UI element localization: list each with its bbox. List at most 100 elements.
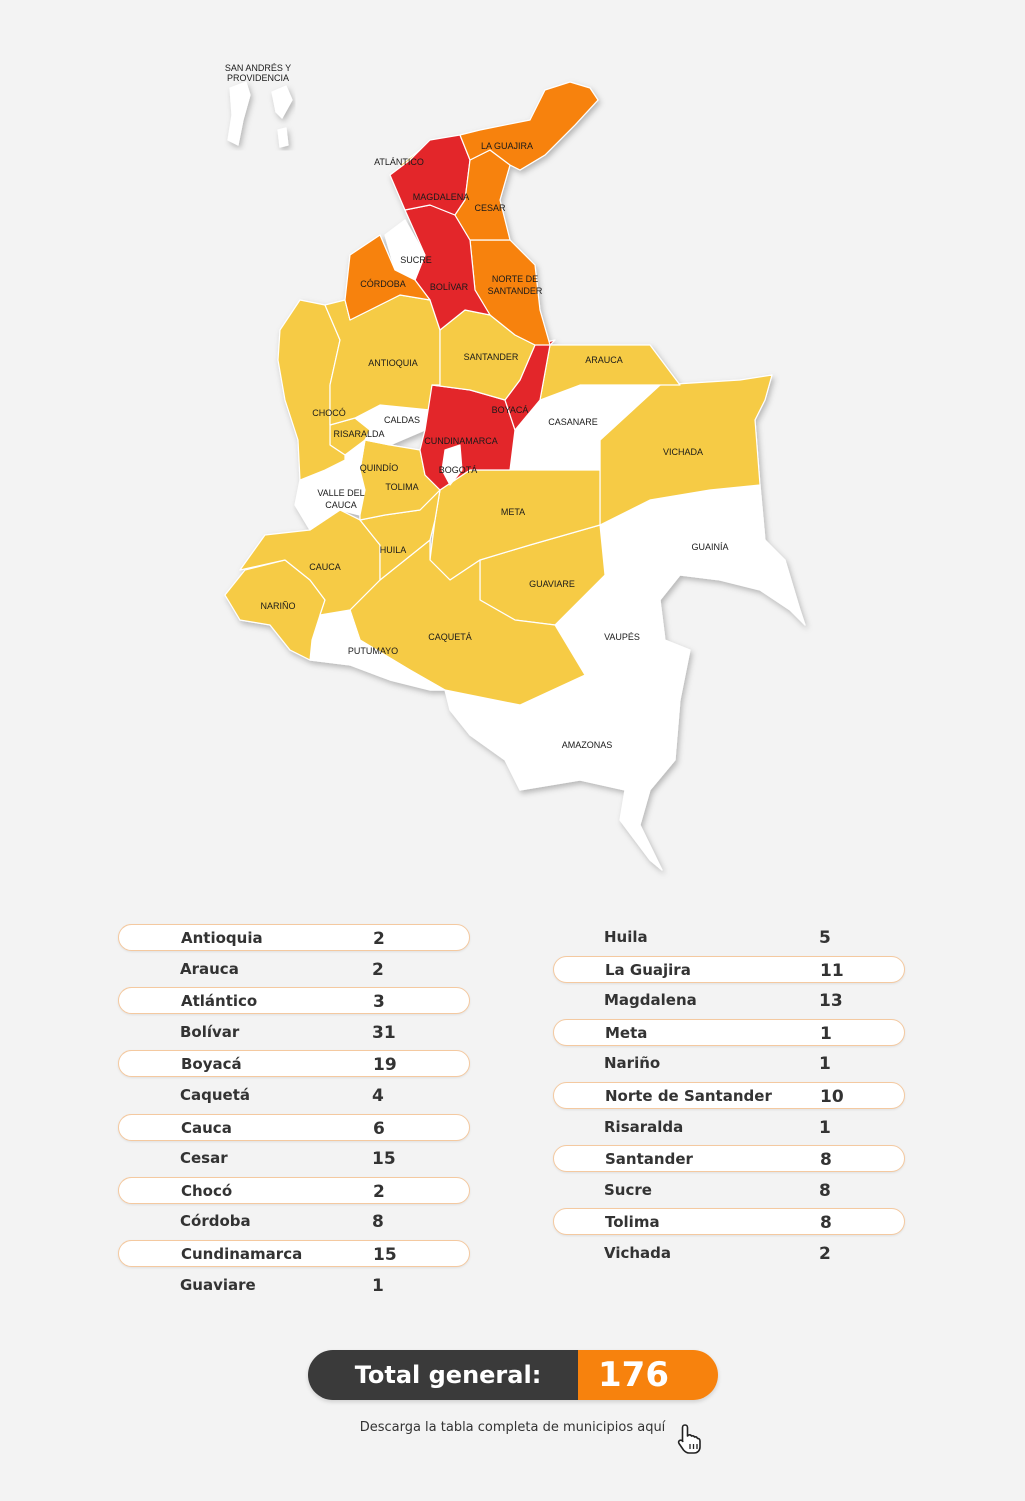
- row-name: Bolívar: [180, 1022, 240, 1041]
- label-la-guajira: LA GUAJIRA: [481, 141, 533, 151]
- table-row: Risaralda 1: [553, 1114, 905, 1141]
- row-value: 11: [820, 960, 844, 981]
- label-valle-1: VALLE DEL: [317, 488, 364, 498]
- row-name: Nariño: [604, 1054, 661, 1073]
- table-left: Antioquia 2 Arauca 2 Atlántico 3 Bolívar 31 …: [118, 924, 470, 1303]
- label-cauca: CAUCA: [309, 562, 341, 572]
- row-value: 31: [372, 1022, 396, 1043]
- dept-providencia: [271, 85, 293, 119]
- label-tolima: TOLIMA: [385, 482, 418, 492]
- table-row: Huila 5: [553, 924, 905, 951]
- row-name: Cauca: [181, 1118, 232, 1137]
- label-boyaca: BOYACÁ: [492, 405, 529, 415]
- label-meta: META: [501, 507, 525, 517]
- row-value: 1: [819, 1117, 831, 1138]
- row-value: 13: [819, 991, 843, 1012]
- label-arauca: ARAUCA: [585, 355, 623, 365]
- row-value: 2: [373, 929, 385, 949]
- row-value: 1: [820, 1023, 832, 1044]
- dept-la-guajira: [459, 81, 599, 171]
- row-name: Córdoba: [180, 1212, 251, 1231]
- row-name: Guaviare: [180, 1275, 256, 1294]
- row-value: 4: [372, 1085, 384, 1106]
- row-name: Santander: [605, 1150, 693, 1169]
- table-row: Norte de Santander 10: [553, 1081, 905, 1109]
- table-row: Antioquia 2: [118, 924, 470, 951]
- table-row: Bolívar 31: [118, 1019, 470, 1046]
- table-row: Sucre 8: [553, 1177, 905, 1204]
- label-san-andres-2: PROVIDENCIA: [227, 73, 289, 83]
- row-value: 15: [372, 1149, 396, 1170]
- row-name: Arauca: [180, 959, 239, 978]
- table-right: Huila 5 La Guajira 11 Magdalena 13 Meta 1 Na…: [553, 924, 905, 1272]
- table-row: Arauca 2: [118, 956, 470, 983]
- dept-san-andres: [227, 81, 251, 146]
- label-cordoba: CÓRDOBA: [360, 279, 406, 289]
- row-name: Magdalena: [604, 991, 697, 1010]
- label-caqueta: CAQUETÁ: [428, 632, 472, 642]
- row-value: 19: [373, 1055, 397, 1076]
- row-name: Caquetá: [180, 1085, 251, 1104]
- row-value: 1: [819, 1054, 831, 1075]
- download-link[interactable]: Descarga la tabla completa de municipios…: [0, 1416, 1025, 1435]
- label-vaupes: VAUPÉS: [604, 632, 640, 642]
- download-text[interactable]: Descarga la tabla completa de municipios…: [359, 1420, 666, 1435]
- table-row: Magdalena 13: [553, 987, 905, 1014]
- row-value: 8: [820, 1213, 832, 1234]
- dept-cordoba: [344, 234, 431, 321]
- row-name: Norte de Santander: [605, 1086, 772, 1105]
- table-row: Guaviare 1: [118, 1272, 470, 1299]
- table-row: Boyacá 19: [118, 1050, 470, 1078]
- row-name: Vichada: [604, 1243, 672, 1262]
- dept-amazonas: [444, 674, 681, 871]
- label-huila: HUILA: [380, 545, 407, 555]
- table-row: Santander 8: [553, 1145, 905, 1173]
- table-row: Caquetá 4: [118, 1082, 470, 1109]
- row-name: Sucre: [604, 1180, 652, 1199]
- label-norte-santander-1: NORTE DE: [492, 274, 538, 284]
- row-name: Chocó: [181, 1181, 233, 1200]
- label-putumayo: PUTUMAYO: [348, 646, 398, 656]
- label-quindio: QUINDÍO: [360, 463, 399, 473]
- label-casanare: CASANARE: [548, 417, 598, 427]
- label-choco: CHOCÓ: [312, 408, 346, 418]
- label-narino: NARIÑO: [260, 601, 295, 611]
- row-name: Meta: [605, 1023, 648, 1042]
- row-value: 8: [819, 1180, 831, 1201]
- row-value: 8: [372, 1212, 384, 1233]
- dept-bogota: [441, 444, 463, 486]
- row-value: 10: [820, 1086, 844, 1107]
- label-santander: SANTANDER: [464, 352, 519, 362]
- row-name: Risaralda: [604, 1117, 684, 1136]
- row-value: 15: [373, 1244, 397, 1265]
- table-row: Cesar 15: [118, 1145, 470, 1172]
- dept-tolima: [359, 439, 441, 521]
- label-bogota: BOGOTÁ: [439, 465, 478, 475]
- total-value: 176: [578, 1350, 718, 1400]
- label-guaviare: GUAVIARE: [529, 579, 575, 589]
- label-magdalena: MAGDALENA: [413, 192, 470, 202]
- row-value: 8: [820, 1150, 832, 1171]
- hand-pointer-icon[interactable]: [676, 1423, 706, 1455]
- table-row: Córdoba 8: [118, 1208, 470, 1235]
- table-row: Cundinamarca 15: [118, 1239, 470, 1267]
- row-value: 1: [372, 1275, 384, 1296]
- dept-vichada: [599, 374, 773, 526]
- total-label: Total general:: [308, 1350, 578, 1400]
- label-risaralda: RISARALDA: [333, 429, 384, 439]
- row-name: Cundinamarca: [181, 1244, 303, 1263]
- row-value: 2: [819, 1243, 831, 1264]
- map-labels: SAN ANDRÉS Y PROVIDENCIA ATLÁNTICO LA GU…: [225, 63, 729, 750]
- label-antioquia: ANTIOQUIA: [368, 358, 418, 368]
- label-guainia: GUAINÍA: [691, 542, 728, 552]
- table-row: Vichada 2: [553, 1240, 905, 1267]
- row-name: Cesar: [180, 1149, 228, 1168]
- label-san-andres-1: SAN ANDRÉS Y: [225, 63, 291, 73]
- row-name: La Guajira: [605, 960, 691, 979]
- row-name: Boyacá: [181, 1055, 242, 1074]
- row-value: 2: [373, 1181, 385, 1202]
- dept-sucre: [384, 219, 426, 281]
- label-norte-santander-2: SANTANDER: [488, 286, 543, 296]
- table-row: Nariño 1: [553, 1050, 905, 1077]
- table-row: Chocó 2: [118, 1176, 470, 1204]
